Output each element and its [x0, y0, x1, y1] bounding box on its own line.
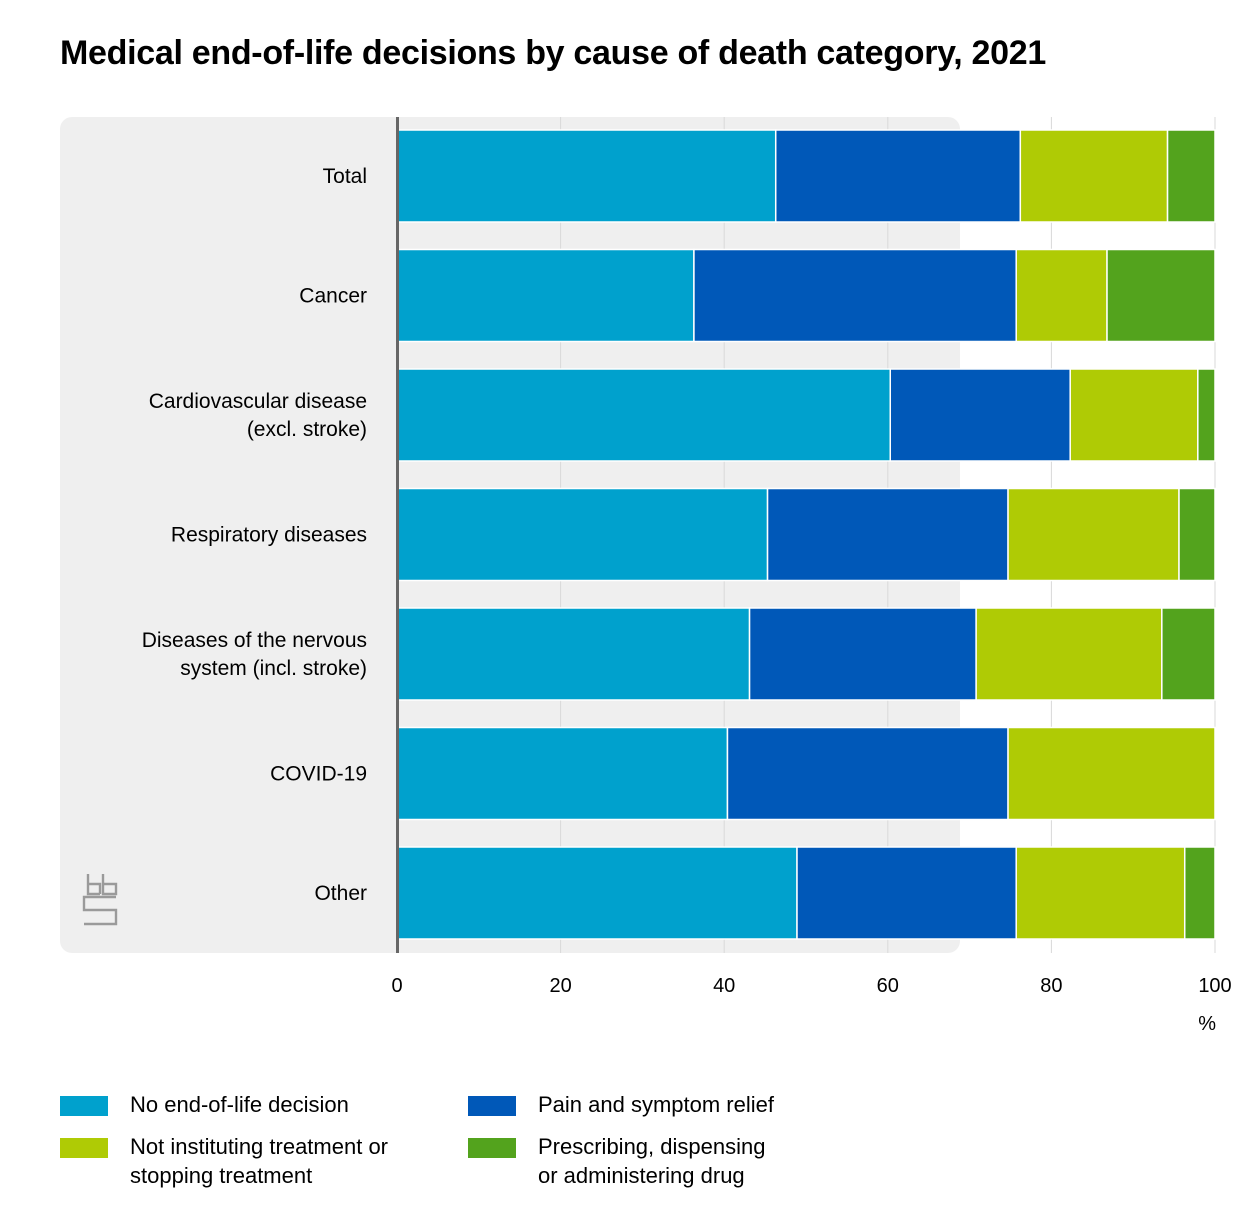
category-label: Cardiovascular disease (excl. stroke) — [149, 390, 367, 441]
bar-segment — [774, 129, 1022, 223]
bar-segment — [396, 607, 751, 701]
bar-segment — [1007, 726, 1216, 821]
bar-segment — [726, 726, 1009, 821]
bar-segment — [1197, 368, 1216, 462]
chart-svg: Total Cancer Cardiovascular disease (excl. … — [60, 117, 1232, 1035]
legend-item-prescribing: Prescribing, dispensing or administering… — [468, 1132, 765, 1190]
x-tick-label: 0 — [391, 975, 402, 997]
bar-segment — [396, 846, 798, 940]
legend-item-pain-relief: Pain and symptom relief — [468, 1090, 774, 1119]
legend-swatch — [60, 1138, 108, 1158]
x-tick-label: 100 — [1198, 975, 1231, 997]
legend-label: Not instituting treatment or stopping tr… — [130, 1134, 389, 1188]
bar-segment — [1069, 368, 1199, 462]
bar-segment — [766, 487, 1009, 582]
bar-segment — [396, 487, 769, 582]
bar-segment — [975, 607, 1163, 701]
bar-segment — [889, 368, 1071, 462]
bar-segment — [1178, 487, 1216, 582]
legend-swatch — [468, 1138, 516, 1158]
cbs-logo-icon — [82, 874, 118, 926]
x-tick-labels: 0 20 40 60 80 100 — [391, 975, 1231, 997]
bar-segment — [748, 607, 977, 701]
x-tick-label: 40 — [713, 975, 735, 997]
bar-segment — [1161, 607, 1216, 701]
x-axis-unit: % — [1198, 1013, 1216, 1035]
legend-item-not-instituting: Not instituting treatment or stopping tr… — [60, 1132, 388, 1190]
x-tick-label: 80 — [1040, 975, 1062, 997]
bar-segment — [1106, 248, 1216, 343]
x-tick-label: 20 — [549, 975, 571, 997]
category-label: Total — [323, 165, 367, 188]
bar-segment — [1019, 129, 1169, 223]
bars — [396, 129, 1216, 940]
bar-segment — [1015, 846, 1186, 940]
bar-segment — [396, 368, 892, 462]
bar-segment — [1183, 846, 1216, 940]
legend-label: Prescribing, dispensing or administering… — [538, 1134, 766, 1188]
chart-title: Medical end-of-life decisions by cause o… — [60, 34, 1046, 72]
legend-label: No end-of-life decision — [130, 1092, 349, 1117]
category-label: Cancer — [299, 285, 367, 308]
bar-segment — [1166, 129, 1216, 223]
bar-segment — [396, 248, 695, 343]
legend-swatch — [60, 1096, 108, 1116]
bar-segment — [796, 846, 1017, 940]
category-labels: Total Cancer Cardiovascular disease (excl. … — [142, 165, 367, 905]
category-label: COVID-19 — [270, 763, 367, 786]
x-tick-label: 60 — [877, 975, 899, 997]
category-label: Respiratory diseases — [171, 524, 367, 547]
legend-item-no-decision: No end-of-life decision — [60, 1090, 349, 1119]
category-label: Other — [314, 882, 367, 905]
bar-segment — [396, 726, 729, 821]
bar-segment — [693, 248, 1017, 343]
bar-segment — [1015, 248, 1108, 343]
legend-label: Pain and symptom relief — [538, 1092, 774, 1117]
bar-segment — [396, 129, 777, 223]
legend-swatch — [468, 1096, 516, 1116]
bar-segment — [1007, 487, 1180, 582]
category-label: Diseases of the nervous system (incl. str… — [142, 629, 367, 680]
